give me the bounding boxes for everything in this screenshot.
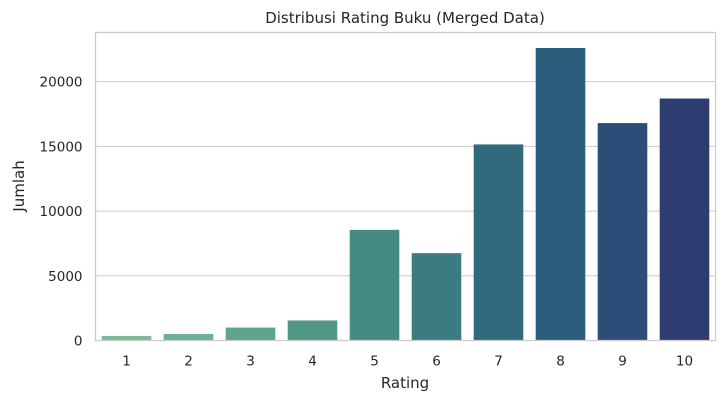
x-tick-label: 8 [556,354,565,370]
plot-frame [94,31,717,342]
bar-rating-10 [659,98,710,341]
bar-rating-5 [349,229,400,341]
bars [101,48,710,341]
x-tick-label: 5 [370,354,379,370]
y-tick-label: 5000 [48,269,82,285]
x-tick-label: 2 [184,354,193,370]
x-tick-label: 6 [432,354,441,370]
bar-rating-3 [225,327,276,341]
y-tick-label: 15000 [40,139,83,155]
y-tick-label: 10000 [40,204,83,220]
y-tick-labels: 0 5000 10000 15000 20000 [40,75,83,350]
x-tick-label: 4 [308,354,317,370]
y-tick-label: 20000 [40,75,83,91]
x-tick-label: 10 [676,354,693,370]
x-tick-label: 3 [246,354,255,370]
bar-rating-7 [473,144,524,341]
x-tick-label: 9 [618,354,627,370]
bar-rating-2 [163,334,214,341]
chart-title: Distribusi Rating Buku (Merged Data) [265,9,545,27]
x-tick-labels: 1 2 3 4 5 6 7 8 9 10 [122,354,693,370]
x-axis-label: Rating [381,374,429,392]
bar-rating-4 [287,320,338,341]
y-axis-label: Jumlah [10,160,28,212]
bar-rating-1 [101,335,152,341]
y-tick-label: 0 [74,334,83,350]
x-tick-label: 1 [122,354,131,370]
bar-rating-9 [597,123,648,341]
bar-rating-8 [535,48,586,341]
bar-rating-6 [411,253,462,341]
x-tick-label: 7 [494,354,503,370]
